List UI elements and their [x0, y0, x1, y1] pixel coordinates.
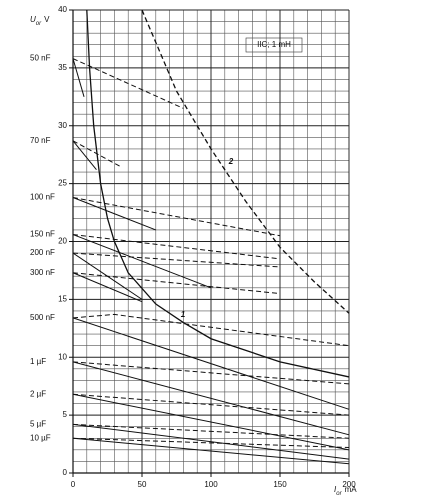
capacitor-dashed-line: [72, 437, 350, 449]
capacitor-solid-line: [72, 140, 97, 171]
capacitor-label: 500 nF: [30, 313, 55, 322]
capacitor-dashed-line: [72, 252, 281, 268]
capacitor-solid-line: [72, 393, 350, 451]
capacitor-label: 1 µF: [30, 357, 46, 366]
capacitor-label: 200 nF: [30, 248, 55, 257]
y-axis-label-subscript: or: [36, 21, 42, 27]
y-axis-label-symbol: U: [30, 15, 36, 24]
capacitor-label: 100 nF: [30, 193, 55, 202]
limit-curve: [141, 9, 350, 314]
capacitor-dashed-line: [72, 423, 350, 439]
x-axis-label-symbol: I: [334, 485, 337, 494]
limit-curve: [86, 9, 350, 378]
capacitor-label: 70 nF: [30, 136, 51, 145]
y-axis-label: Uor V: [30, 15, 50, 26]
capacitor-solid-line: [72, 58, 85, 97]
capacitor-solid-line: [72, 423, 350, 460]
capacitor-label: 10 µF: [30, 433, 51, 442]
x-tick-label: 150: [273, 480, 287, 489]
y-tick-label: 30: [58, 121, 67, 130]
y-tick-label: 5: [63, 410, 68, 419]
capacitor-solid-line: [72, 234, 212, 289]
capacitor-dashed-line: [72, 58, 184, 109]
capacitor-label: 2 µF: [30, 389, 46, 398]
capacitor-label: 150 nF: [30, 230, 55, 239]
capacitor-solid-line: [72, 197, 156, 231]
capacitor-dashed-line: [72, 272, 281, 295]
curve-label: 1: [181, 310, 186, 319]
capacitor-dashed-line: [72, 234, 281, 260]
y-tick-label: 0: [63, 468, 68, 477]
x-axis-label-unit: mA: [345, 485, 358, 494]
capacitor-label: 5 µF: [30, 419, 46, 428]
annotation: IIC; 1 mH: [257, 40, 291, 49]
capacitor-solid-line: [72, 437, 350, 465]
curve-label: 2: [228, 157, 234, 166]
x-axis-label-subscript: or: [336, 491, 342, 497]
y-axis-label-unit: V: [44, 15, 50, 24]
y-tick-label: 40: [58, 5, 67, 14]
x-tick-label: 200: [342, 480, 356, 489]
y-tick-label: 35: [58, 63, 67, 72]
x-tick-label: 0: [71, 480, 76, 489]
x-axis-label: Ior mA: [334, 485, 357, 496]
capacitor-label: 300 nF: [30, 268, 55, 277]
y-tick-label: 10: [58, 352, 67, 361]
capacitor-dashed-line: [72, 393, 350, 416]
capacitor-dashed-line: [72, 197, 281, 237]
capacitor-dashed-line: [72, 361, 350, 385]
capacitor-dashed-line: [72, 313, 350, 347]
capacitor-label: 50 nF: [30, 54, 51, 63]
y-tick-label: 25: [58, 179, 67, 188]
x-tick-label: 100: [204, 480, 218, 489]
y-tick-label: 20: [58, 237, 67, 246]
capacitor-solid-line: [72, 317, 350, 410]
capacitor-solid-line: [72, 272, 143, 303]
y-tick-label: 15: [58, 294, 67, 303]
x-tick-label: 50: [138, 480, 147, 489]
capacitor-solid-line: [72, 361, 350, 436]
